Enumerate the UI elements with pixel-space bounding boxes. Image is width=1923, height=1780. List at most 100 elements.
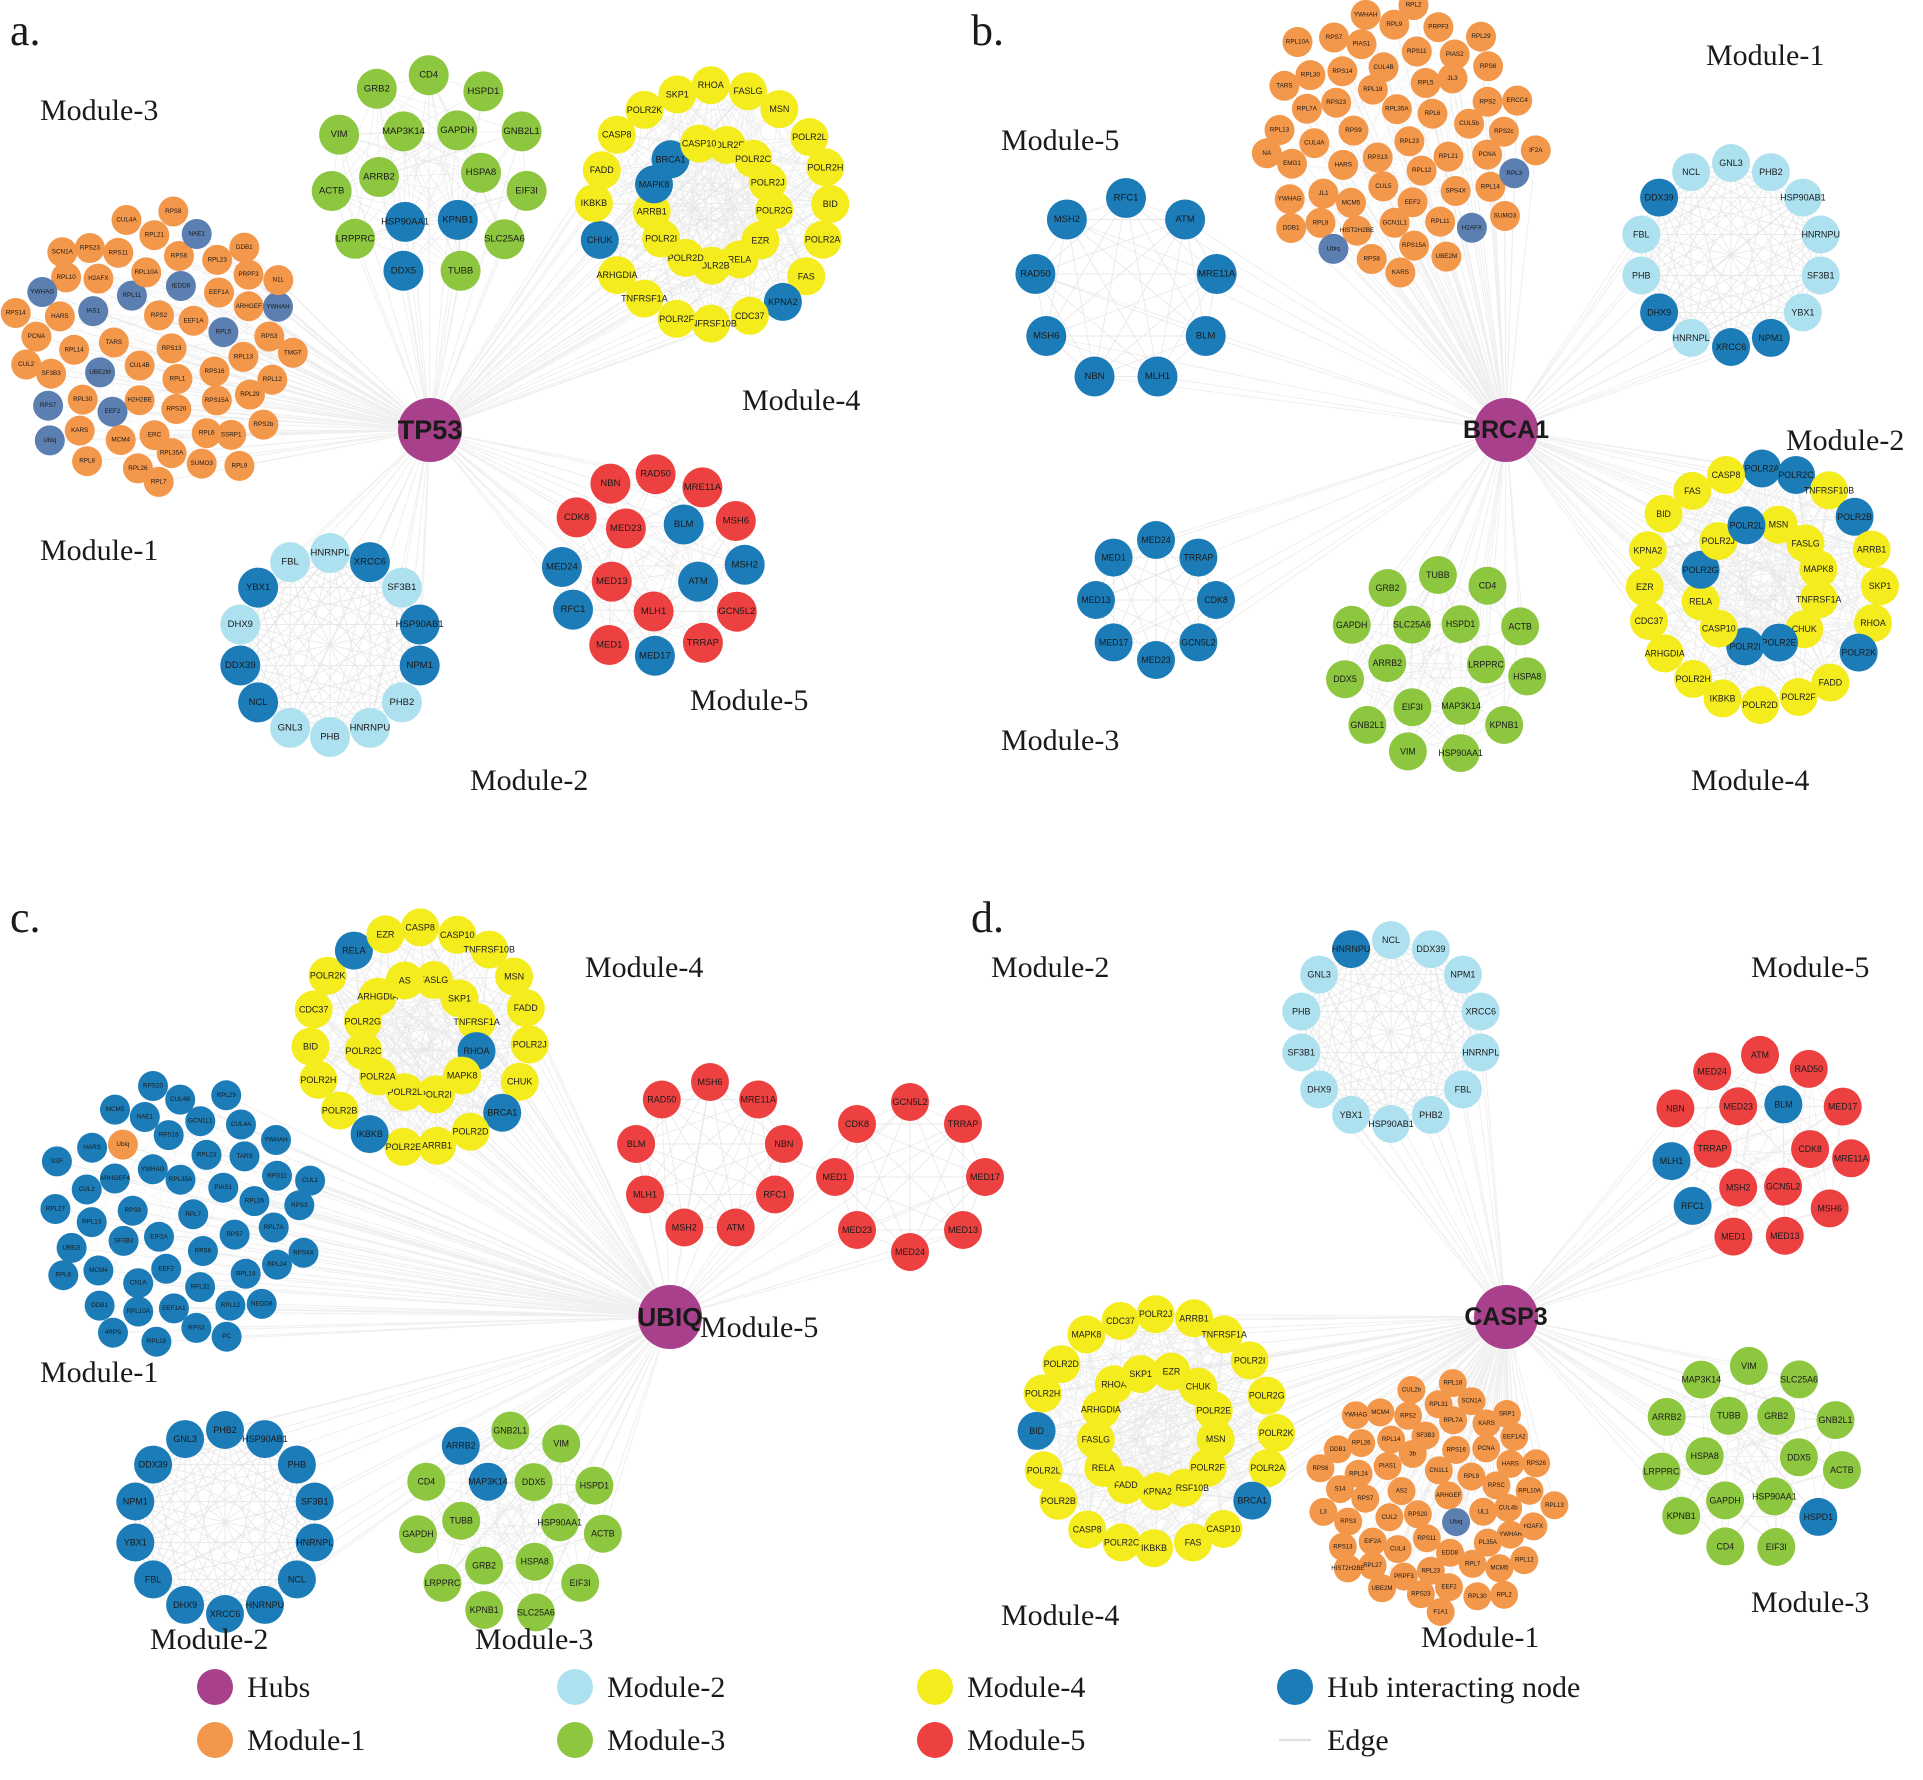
svg-text:MSN: MSN	[1206, 1434, 1226, 1444]
svg-text:BID: BID	[303, 1042, 319, 1052]
svg-text:EEF1A1: EEF1A1	[162, 1305, 186, 1312]
svg-text:MCM5: MCM5	[1342, 199, 1361, 206]
svg-text:SRP1: SRP1	[1499, 1411, 1516, 1418]
svg-text:PHB: PHB	[320, 732, 340, 743]
svg-text:d.: d.	[971, 893, 1004, 942]
svg-text:S14: S14	[1335, 1486, 1346, 1493]
svg-text:RPL11: RPL11	[1431, 218, 1450, 225]
svg-text:RPL13: RPL13	[234, 353, 254, 360]
svg-text:EIF3I: EIF3I	[570, 1578, 591, 1588]
svg-text:DHX9: DHX9	[228, 619, 253, 630]
svg-text:MED23: MED23	[842, 1225, 872, 1235]
svg-text:AS: AS	[399, 976, 411, 986]
svg-text:SCN1A: SCN1A	[52, 249, 74, 256]
svg-text:EZR: EZR	[1636, 582, 1654, 592]
svg-text:MCM5: MCM5	[1490, 1565, 1509, 1572]
svg-text:YWHAG: YWHAG	[1278, 196, 1302, 203]
svg-text:Module-4: Module-4	[1001, 1599, 1119, 1632]
svg-text:CDC37: CDC37	[1106, 1316, 1135, 1326]
svg-text:CASP8: CASP8	[602, 130, 632, 140]
svg-text:Module-2: Module-2	[470, 764, 588, 797]
svg-text:NCL: NCL	[288, 1574, 306, 1584]
svg-text:HSPD1: HSPD1	[468, 86, 500, 97]
svg-text:RPL14: RPL14	[64, 346, 84, 353]
svg-text:RPS7: RPS7	[226, 1231, 243, 1238]
svg-text:POLR2L: POLR2L	[792, 132, 827, 142]
svg-text:HNRNPU: HNRNPU	[1332, 944, 1371, 954]
svg-text:POLR2K: POLR2K	[1259, 1428, 1294, 1438]
svg-text:POLR2A: POLR2A	[1745, 464, 1780, 474]
svg-text:RPL29: RPL29	[1471, 33, 1491, 40]
svg-text:PHB: PHB	[1632, 271, 1651, 281]
svg-text:ARRB1: ARRB1	[1857, 545, 1886, 555]
svg-text:RPS6: RPS6	[171, 253, 188, 260]
svg-text:Module-4: Module-4	[585, 951, 703, 984]
svg-text:Ubiq: Ubiq	[116, 1141, 129, 1148]
svg-text:SF3B1: SF3B1	[1288, 1048, 1316, 1058]
svg-text:JL3: JL3	[1447, 75, 1458, 82]
svg-text:MRE11A: MRE11A	[741, 1095, 776, 1105]
svg-text:TNFRSF10B: TNFRSF10B	[464, 945, 516, 955]
svg-text:Module-4: Module-4	[1691, 764, 1809, 797]
svg-text:Module-1: Module-1	[40, 1356, 158, 1389]
svg-text:POLR2G: POLR2G	[756, 205, 793, 215]
svg-text:FBL: FBL	[1455, 1084, 1472, 1094]
svg-text:POLR2A: POLR2A	[805, 235, 841, 245]
svg-text:SKP1: SKP1	[666, 89, 689, 99]
svg-text:RPS2: RPS2	[1400, 1412, 1417, 1419]
svg-text:RPL6: RPL6	[1425, 110, 1441, 117]
svg-text:RPS20: RPS20	[1408, 1511, 1428, 1518]
svg-text:MED24: MED24	[1698, 1067, 1727, 1077]
svg-text:RELA: RELA	[1689, 597, 1712, 607]
svg-text:NBN: NBN	[600, 478, 620, 489]
svg-text:RPL2: RPL2	[1406, 2, 1422, 9]
svg-text:FADD: FADD	[514, 1003, 539, 1013]
svg-text:UBIQ: UBIQ	[638, 1302, 703, 1332]
svg-text:RPS2: RPS2	[1479, 98, 1496, 105]
svg-text:FAS: FAS	[1185, 1538, 1202, 1548]
svg-text:HSP90AA1: HSP90AA1	[381, 216, 429, 227]
svg-text:RPL10A: RPL10A	[1286, 39, 1310, 46]
svg-text:Module-1: Module-1	[40, 534, 158, 567]
svg-text:MSN: MSN	[769, 104, 789, 114]
svg-text:Module-2: Module-2	[607, 1671, 725, 1704]
svg-text:RPL5: RPL5	[1418, 80, 1434, 87]
svg-text:ARRB2: ARRB2	[1652, 1412, 1681, 1422]
svg-text:Module-3: Module-3	[1001, 724, 1119, 757]
svg-text:RPS23: RPS23	[1411, 1591, 1431, 1598]
svg-text:Module-4: Module-4	[967, 1671, 1085, 1704]
svg-text:Ubiq: Ubiq	[1450, 1519, 1463, 1526]
svg-text:XRCC6: XRCC6	[354, 557, 386, 568]
svg-text:RPL12: RPL12	[1412, 167, 1432, 174]
svg-text:Module-5: Module-5	[690, 684, 808, 717]
svg-text:POLR2F: POLR2F	[1191, 1463, 1226, 1473]
svg-text:NPM1: NPM1	[1450, 970, 1475, 980]
svg-text:PCNA: PCNA	[28, 333, 46, 340]
svg-text:SCN1A: SCN1A	[1461, 1398, 1482, 1405]
svg-text:UL1: UL1	[1478, 1508, 1490, 1515]
svg-text:N1L: N1L	[273, 277, 285, 284]
svg-text:PRPF3: PRPF3	[1394, 1573, 1414, 1580]
svg-text:PRPF3: PRPF3	[238, 271, 259, 278]
svg-text:BRCA1: BRCA1	[1238, 1496, 1267, 1506]
svg-text:RPL11: RPL11	[123, 292, 142, 299]
svg-text:RFC1: RFC1	[1681, 1201, 1704, 1211]
svg-text:MAP3K14: MAP3K14	[382, 126, 425, 137]
svg-text:SLC25A6: SLC25A6	[484, 234, 525, 245]
svg-text:HNRNPL: HNRNPL	[296, 1538, 333, 1548]
svg-text:POLR2C: POLR2C	[735, 154, 772, 164]
svg-text:H2AFX: H2AFX	[1524, 1523, 1544, 1530]
svg-text:BRCA1: BRCA1	[487, 1108, 517, 1118]
svg-text:CUL2: CUL2	[79, 1186, 96, 1193]
svg-text:RPL23: RPL23	[197, 1151, 217, 1158]
svg-text:CDC37: CDC37	[735, 311, 765, 321]
svg-text:DHX9: DHX9	[1647, 307, 1671, 317]
svg-text:POLR2D: POLR2D	[1742, 700, 1777, 710]
svg-text:FASLG: FASLG	[1791, 539, 1820, 549]
svg-text:Module-5: Module-5	[700, 1311, 818, 1344]
svg-text:RPL18: RPL18	[147, 1338, 167, 1345]
svg-text:MED17: MED17	[1099, 637, 1128, 647]
svg-text:RPL23: RPL23	[1400, 138, 1420, 145]
svg-text:RPL35A: RPL35A	[1385, 106, 1409, 113]
svg-text:Module-4: Module-4	[742, 384, 860, 417]
